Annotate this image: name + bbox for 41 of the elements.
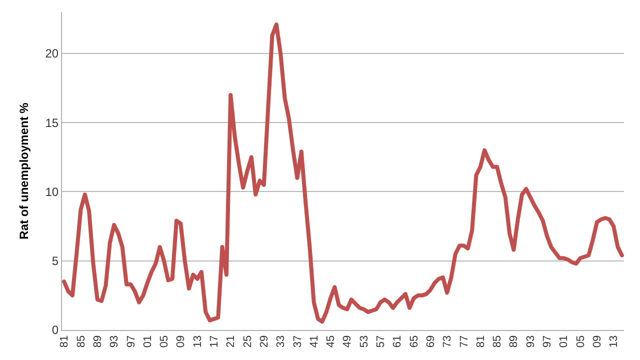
x-tick-label: 13 — [192, 335, 204, 348]
x-tick-label: 05 — [574, 335, 587, 348]
x-tick-label: 25 — [242, 335, 254, 348]
x-tick-label: 41 — [308, 335, 320, 348]
x-tick-label: 57 — [375, 335, 388, 348]
x-tick-label: 73 — [442, 335, 454, 348]
y-tick-label: 0 — [52, 323, 59, 338]
x-tick-label: 69 — [424, 335, 437, 348]
y-tick-label: 15 — [45, 116, 59, 130]
x-tick-label: 65 — [408, 335, 420, 348]
x-tick-label: 09 — [592, 335, 604, 348]
x-tick-label: 81 — [58, 335, 71, 348]
x-tick-label: 89 — [92, 335, 104, 348]
y-tick-label: 10 — [45, 184, 59, 199]
x-tick-label: 17 — [208, 335, 221, 348]
x-tick-label: 21 — [225, 335, 238, 348]
x-tick-label: 49 — [342, 335, 354, 348]
x-tick-label: 81 — [474, 335, 487, 348]
x-tick-label: 45 — [325, 335, 338, 348]
x-tick-label: 77 — [458, 335, 470, 348]
x-tick-label: 85 — [492, 335, 504, 348]
x-tick-label: 93 — [524, 335, 537, 348]
x-tick-label: 09 — [175, 335, 188, 348]
x-tick-label: 13 — [608, 335, 620, 348]
x-tick-label: 97 — [542, 335, 554, 348]
x-tick-label: 01 — [142, 335, 154, 348]
line-series — [62, 22, 624, 324]
x-tick-label: 37 — [292, 335, 304, 348]
x-tick-label: 93 — [108, 335, 121, 348]
y-tick-label: 20 — [45, 46, 59, 61]
x-tick-label: 05 — [158, 335, 171, 348]
x-tick-label: 33 — [275, 335, 288, 348]
y-axis-title: Rat of unemployment % — [17, 102, 31, 240]
x-tick-label: 61 — [392, 335, 404, 348]
x-tick-label: 29 — [258, 335, 270, 348]
x-tick-label: 89 — [508, 335, 520, 348]
x-tick-label: 85 — [75, 335, 88, 348]
x-tick-label: 01 — [558, 335, 570, 348]
x-tick-label: 53 — [358, 335, 370, 348]
x-tick-label: 97 — [125, 335, 138, 348]
y-tick-label: 5 — [52, 254, 59, 268]
